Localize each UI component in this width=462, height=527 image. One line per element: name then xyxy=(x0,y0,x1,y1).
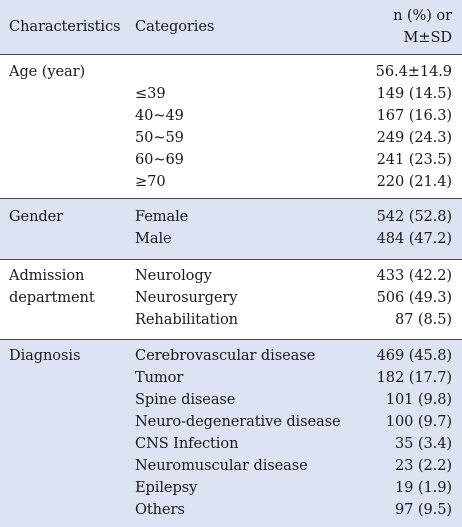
age-value: 249 (24.3) xyxy=(376,129,452,146)
gender-category: Female xyxy=(135,208,189,225)
age-category: 50~59 xyxy=(135,129,184,146)
diagnosis-category: Tumor xyxy=(135,369,184,386)
age-value: 220 (21.4) xyxy=(376,173,452,190)
diagnosis-category: Others xyxy=(135,501,185,518)
age-value: 167 (16.3) xyxy=(376,107,452,124)
age-value: 149 (14.5) xyxy=(376,85,452,102)
diagnosis-value: 182 (17.7) xyxy=(376,369,452,386)
diagnosis-category: Spine disease xyxy=(135,391,236,408)
diagnosis-category: Cerebrovascular disease xyxy=(135,347,316,364)
admission-value: 87 (8.5) xyxy=(394,311,452,328)
admission-value: 506 (49.3) xyxy=(376,289,452,306)
section-age: Age (year) 56.4±14.9 ≤39 149 (14.5) 40~4… xyxy=(0,55,462,198)
diagnosis-value: 100 (9.7) xyxy=(385,413,452,430)
label-gender: Gender xyxy=(9,208,64,225)
diagnosis-value: 101 (9.8) xyxy=(385,391,452,408)
diagnosis-value: 97 (9.5) xyxy=(394,501,452,518)
label-diagnosis: Diagnosis xyxy=(9,347,81,364)
label-admission-line2: department xyxy=(9,289,95,306)
admission-category: Rehabilitation xyxy=(135,311,238,328)
age-category: 40~49 xyxy=(135,107,184,124)
diagnosis-value: 19 (1.9) xyxy=(394,479,452,496)
age-category: ≥70 xyxy=(135,173,166,190)
age-category: 60~69 xyxy=(135,151,184,168)
diagnosis-category: Neuro-degenerative disease xyxy=(135,413,341,430)
section-admission: Admission department Neurology 433 (42.2… xyxy=(0,260,462,339)
diagnosis-category: CNS Infection xyxy=(135,435,239,452)
diagnosis-category: Neuromuscular disease xyxy=(135,457,308,474)
header-value-line1: n (%) or xyxy=(393,7,452,24)
diagnosis-category: Epilepsy xyxy=(135,479,198,496)
value-age-overall: 56.4±14.9 xyxy=(375,63,452,80)
label-admission-line1: Admission xyxy=(9,267,85,284)
divider xyxy=(0,339,462,340)
gender-value: 542 (52.8) xyxy=(376,208,452,225)
gender-category: Male xyxy=(135,230,172,247)
age-category: ≤39 xyxy=(135,85,166,102)
admission-category: Neurosurgery xyxy=(135,289,238,306)
divider xyxy=(0,198,462,199)
diagnosis-value: 23 (2.2) xyxy=(394,457,452,474)
label-age: Age (year) xyxy=(9,63,86,80)
diagnosis-value: 35 (3.4) xyxy=(394,435,452,452)
age-value: 241 (23.5) xyxy=(376,151,452,168)
header-categories: Categories xyxy=(135,18,215,35)
diagnosis-value: 469 (45.8) xyxy=(376,347,452,364)
gender-value: 484 (47.2) xyxy=(376,230,452,247)
section-gender: Gender Female 542 (52.8) Male 484 (47.2) xyxy=(0,199,462,259)
divider xyxy=(0,259,462,260)
header-characteristics: Characteristics xyxy=(9,18,121,35)
header-value-line2: M±SD xyxy=(403,29,453,46)
admission-category: Neurology xyxy=(135,267,212,284)
section-diagnosis: Diagnosis Cerebrovascular disease 469 (4… xyxy=(0,340,462,527)
table-header: Characteristics Categories n (%) or M±SD xyxy=(0,0,462,55)
admission-value: 433 (42.2) xyxy=(376,267,452,284)
